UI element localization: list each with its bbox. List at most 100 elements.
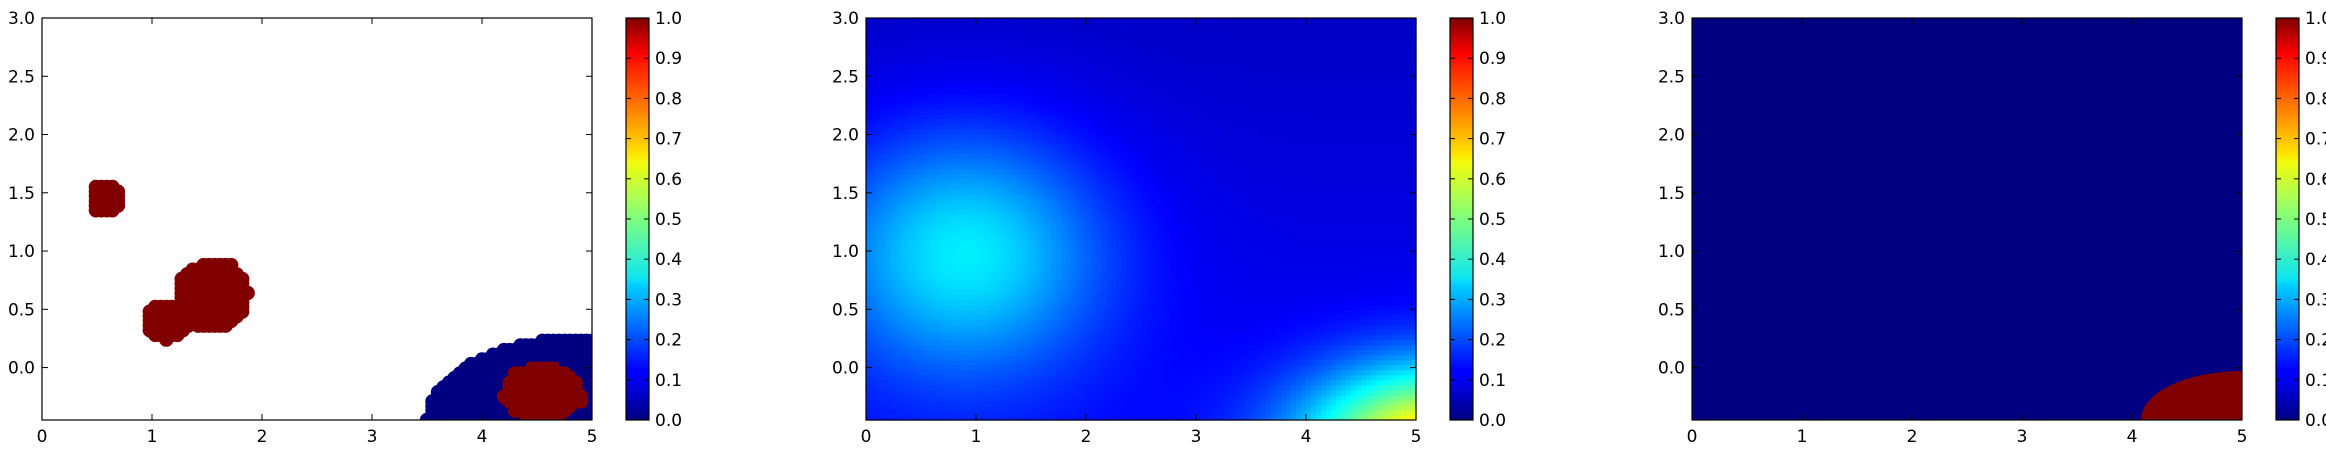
heatmap-cell (1001, 203, 1007, 210)
heatmap-cell (906, 299, 912, 306)
y-tick-label: 0.5 (8, 300, 35, 320)
heatmap-cell (896, 254, 902, 260)
heatmap-cell (1051, 18, 1057, 24)
heatmap-cell (1046, 284, 1052, 290)
heatmap-cell (1031, 369, 1037, 376)
heatmap-cell (946, 394, 952, 401)
heatmap-cell (986, 123, 992, 130)
heatmap-cell (941, 294, 947, 301)
heatmap-cell (1046, 68, 1052, 74)
colorbar-tick-label: 0.5 (655, 210, 682, 230)
heatmap-cell (921, 28, 927, 34)
heatmap-cell (1006, 299, 1012, 306)
heatmap-cell (941, 203, 947, 210)
heatmap-cell (1036, 399, 1042, 406)
heatmap-cell (891, 73, 897, 79)
heatmap-cell (921, 208, 927, 215)
heatmap-cell (871, 193, 877, 200)
heatmap-cell (1096, 334, 1102, 341)
heatmap-cell (986, 43, 992, 49)
heatmap-cell (921, 33, 927, 39)
heatmap-cell (921, 269, 927, 275)
heatmap-cell (916, 18, 922, 24)
heatmap-cell (916, 143, 922, 150)
heatmap-cell (1081, 234, 1087, 240)
heatmap-cell (1071, 224, 1077, 230)
heatmap-cell (1006, 198, 1012, 205)
heatmap-cell (1031, 354, 1037, 361)
heatmap-cell (916, 224, 922, 230)
heatmap-cell (1016, 108, 1022, 115)
heatmap-cell (1041, 18, 1047, 24)
heatmap-cell (866, 208, 872, 215)
heatmap-cell (996, 269, 1002, 275)
heatmap-cell (936, 83, 942, 89)
heatmap-cell (991, 88, 997, 94)
heatmap-cell (1026, 78, 1032, 84)
heatmap-cell (936, 193, 942, 200)
heatmap-cell (891, 23, 897, 29)
heatmap-cell (1111, 224, 1117, 230)
heatmap-cell (866, 33, 872, 39)
heatmap-cell (1071, 409, 1077, 416)
heatmap-cell (1036, 88, 1042, 94)
heatmap-cell (1056, 349, 1062, 356)
heatmap-cell (1051, 329, 1057, 336)
heatmap-cell (1096, 299, 1102, 306)
heatmap-cell (1041, 379, 1047, 386)
heatmap-cell (1016, 123, 1022, 130)
heatmap-cell (986, 188, 992, 195)
heatmap-cell (986, 229, 992, 235)
heatmap-cell (876, 143, 882, 150)
heatmap-cell (1036, 118, 1042, 125)
heatmap-cell (1016, 33, 1022, 39)
heatmap-cell (991, 374, 997, 381)
heatmap-cell (1076, 304, 1082, 311)
heatmap-cell (1011, 193, 1017, 200)
heatmap-cell (1021, 28, 1027, 34)
heatmap-cell (1046, 38, 1052, 44)
heatmap-cell (1046, 409, 1052, 416)
heatmap-cell (891, 289, 897, 295)
heatmap-cell (986, 239, 992, 245)
heatmap-cell (981, 379, 987, 386)
heatmap-cell (1046, 259, 1052, 265)
heatmap-cell (1086, 128, 1092, 135)
heatmap-cell (996, 208, 1002, 215)
heatmap-cell (1101, 309, 1107, 316)
heatmap-cell (996, 229, 1002, 235)
heatmap-cell (1006, 188, 1012, 195)
heatmap-cell (1081, 334, 1087, 341)
heatmap-cell (986, 294, 992, 301)
heatmap-cell (1041, 138, 1047, 145)
heatmap-cell (961, 133, 967, 140)
heatmap-cell (1041, 304, 1047, 311)
heatmap-cell (996, 148, 1002, 155)
heatmap-cell (971, 83, 977, 89)
heatmap-cell (1051, 359, 1057, 366)
heatmap-cell (1096, 254, 1102, 260)
heatmap-cell (1021, 193, 1027, 200)
heatmap-cell (1066, 309, 1072, 316)
heatmap-cell (926, 188, 932, 195)
scatter-point (607, 362, 621, 376)
heatmap-cell (1001, 173, 1007, 180)
heatmap-cell (976, 133, 982, 140)
heatmap-cell (1046, 314, 1052, 321)
heatmap-cell (891, 198, 897, 205)
heatmap-cell (1076, 254, 1082, 260)
heatmap-cell (901, 138, 907, 145)
heatmap-cell (1006, 384, 1012, 391)
heatmap-cell (1011, 239, 1017, 245)
heatmap-cell (931, 68, 937, 74)
heatmap-cell (1016, 254, 1022, 260)
heatmap-cell (986, 198, 992, 205)
heatmap-cell (951, 28, 957, 34)
heatmap-cell (996, 108, 1002, 115)
heatmap-cell (961, 229, 967, 235)
heatmap-cell (976, 138, 982, 145)
heatmap-cell (1086, 178, 1092, 185)
heatmap-cell (1016, 249, 1022, 255)
heatmap-cell (881, 314, 887, 321)
heatmap-cell (931, 304, 937, 311)
